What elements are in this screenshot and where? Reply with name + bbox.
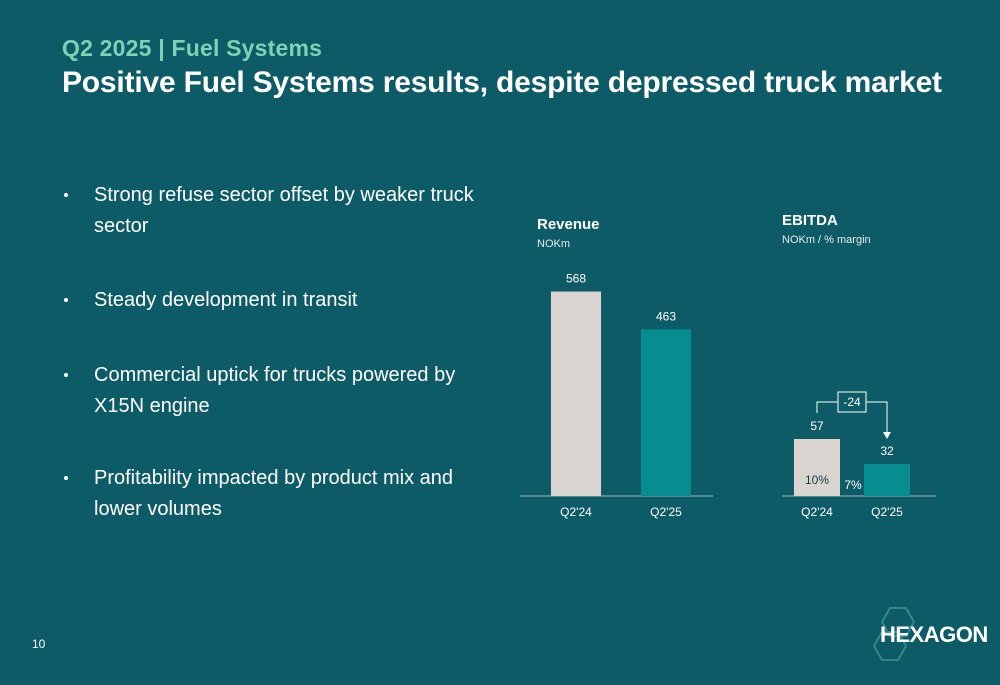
hexagon-logo-icon xyxy=(872,607,916,661)
revenue-category-label: Q2'25 xyxy=(650,505,682,519)
ebitda-bar xyxy=(794,439,840,496)
bullet-text: Strong refuse sector offset by weaker tr… xyxy=(94,184,474,237)
page-number: 10 xyxy=(32,637,46,651)
ebitda-category-label: Q2'25 xyxy=(871,505,903,519)
bullet-item: Profitability impacted by product mix an… xyxy=(62,463,482,525)
arrow-down-icon xyxy=(883,432,891,439)
ebitda-chart-subtitle: NOKm / % margin xyxy=(782,234,871,246)
bullet-text: Steady development in transit xyxy=(94,289,358,311)
ebitda-chart-title: EBITDA xyxy=(782,212,838,229)
section-kicker: Q2 2025 | Fuel Systems xyxy=(62,35,323,61)
ebitda-chart: 57 Q2'24 32 Q2'25 10% 7% -24 xyxy=(782,391,936,519)
bullet-dot-icon xyxy=(64,298,68,302)
revenue-chart: 568 Q2'24 463 Q2'25 xyxy=(520,272,713,519)
bullet-item: Steady development in transit xyxy=(62,285,358,316)
bullet-dot-icon xyxy=(64,373,68,377)
revenue-category-label: Q2'24 xyxy=(560,505,592,519)
revenue-bar xyxy=(641,329,691,496)
bullet-item: Strong refuse sector offset by weaker tr… xyxy=(62,180,482,242)
revenue-data-label: 568 xyxy=(566,272,586,286)
bullet-text: Commercial uptick for trucks powered by … xyxy=(94,364,456,417)
bullet-text: Profitability impacted by product mix an… xyxy=(94,467,454,520)
bullet-dot-icon xyxy=(64,476,68,480)
slide-title: Positive Fuel Systems results, despite d… xyxy=(62,66,942,99)
ebitda-change-box xyxy=(837,391,867,413)
ebitda-change-label: -24 xyxy=(843,395,861,409)
ebitda-category-label: Q2'24 xyxy=(801,505,833,519)
ebitda-bar xyxy=(864,464,910,496)
bullet-item: Commercial uptick for trucks powered by … xyxy=(62,360,482,422)
bullet-dot-icon xyxy=(64,193,68,197)
revenue-chart-title: Revenue xyxy=(537,216,600,233)
logo-text: HEXAGON xyxy=(880,622,988,647)
ebitda-margin-label: 7% xyxy=(844,478,862,492)
revenue-data-label: 463 xyxy=(656,309,676,323)
ebitda-margin-label: 10% xyxy=(805,473,829,487)
revenue-chart-subtitle: NOKm xyxy=(537,238,570,250)
revenue-bar xyxy=(551,291,601,496)
ebitda-data-label: 57 xyxy=(810,419,824,433)
ebitda-data-label: 32 xyxy=(880,444,894,458)
